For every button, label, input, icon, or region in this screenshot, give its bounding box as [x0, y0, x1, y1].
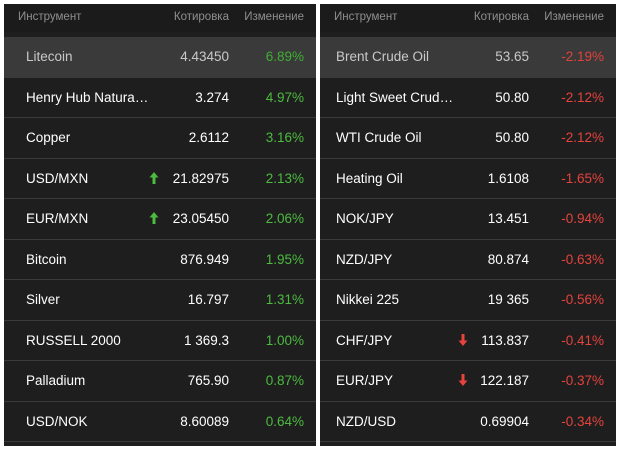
change-value: 1.95% — [265, 251, 304, 267]
header-change[interactable]: Изменение — [544, 11, 604, 23]
table-row[interactable]: Copper 2.6112 3.16% — [4, 118, 316, 159]
header-change[interactable]: Изменение — [244, 11, 304, 23]
change-value: -0.63% — [561, 251, 604, 267]
change-value: 1.00% — [265, 332, 304, 348]
quote-value: 50.80 — [495, 89, 529, 105]
quote-value: 3.274 — [195, 89, 229, 105]
change-value: 4.97% — [265, 89, 304, 105]
change-value: -0.37% — [561, 373, 604, 388]
instrument-name[interactable]: Palladium — [26, 373, 86, 388]
table-row[interactable]: CHF/JPY 113.837 -0.41% — [320, 321, 616, 361]
quote-value: 4.43450 — [180, 49, 229, 64]
table-row[interactable]: USD/MXN 21.82975 2.13% — [4, 159, 316, 199]
instrument-name[interactable]: Henry Hub Natural Gas — [26, 89, 151, 105]
instrument-name[interactable]: Brent Crude Oil — [336, 49, 430, 64]
header-quote[interactable]: Котировка — [473, 11, 529, 23]
losers-panel: Инструмент Котировка Изменение Brent Cru… — [320, 4, 616, 446]
quote-value: 80.874 — [487, 251, 529, 267]
instrument-name[interactable]: NZD/JPY — [336, 251, 393, 267]
quote-value: 113.837 — [481, 332, 529, 348]
change-value: -2.12% — [561, 89, 604, 105]
instrument-name[interactable]: CHF/JPY — [336, 332, 393, 348]
table-row[interactable]: EUR/JPY 122.187 -0.37% — [320, 361, 616, 402]
header-quote[interactable]: Котировка — [173, 11, 229, 23]
instrument-name[interactable]: Litecoin — [26, 49, 73, 64]
table-row[interactable]: Bitcoin 876.949 1.95% — [4, 240, 316, 280]
instrument-name[interactable]: EUR/JPY — [336, 373, 394, 388]
gainers-list: Litecoin 4.43450 6.89% Henry Hub Natural Ga… — [4, 37, 316, 442]
instrument-name[interactable]: Nikkei 225 — [336, 292, 400, 307]
table-row[interactable]: RUSSELL 2000 1 369.3 1.00% — [4, 321, 316, 361]
change-value: 2.06% — [265, 211, 304, 226]
table-row[interactable]: WTI Crude Oil 50.80 -2.12% — [320, 118, 616, 159]
losers-list: Brent Crude Oil 53.65 -2.19% Light Sweet Cr… — [320, 37, 616, 442]
change-value: 0.87% — [265, 373, 304, 388]
change-value: 6.89% — [265, 49, 304, 64]
table-header: Инструмент Котировка Изменение — [320, 4, 616, 32]
change-value: 2.13% — [265, 170, 304, 186]
quote-value: 21.82975 — [172, 170, 229, 186]
quote-value: 122.187 — [480, 373, 529, 388]
table-row[interactable]: Brent Crude Oil 53.65 -2.19% — [320, 37, 616, 78]
instrument-name[interactable]: NOK/JPY — [336, 211, 394, 226]
quote-value: 23.05450 — [172, 211, 229, 226]
quote-value: 0.69904 — [480, 413, 529, 429]
quote-value: 53.65 — [495, 49, 529, 64]
arrow-down-icon — [458, 373, 468, 387]
change-value: -0.34% — [561, 413, 604, 429]
table-row[interactable]: Nikkei 225 19 365 -0.56% — [320, 280, 616, 321]
header-instrument[interactable]: Инструмент — [18, 11, 82, 23]
arrow-down-icon — [458, 333, 468, 347]
change-value: -0.41% — [561, 332, 604, 348]
table-row[interactable]: Palladium 765.90 0.87% — [4, 361, 316, 402]
instrument-name[interactable]: RUSSELL 2000 — [26, 332, 121, 348]
change-value: 3.16% — [265, 130, 304, 145]
quote-value: 50.80 — [495, 130, 529, 145]
instrument-name[interactable]: USD/MXN — [26, 170, 89, 186]
table-row[interactable]: NZD/JPY 80.874 -0.63% — [320, 240, 616, 280]
change-value: -1.65% — [561, 170, 604, 186]
instrument-name[interactable]: Heating Oil — [336, 170, 403, 186]
change-value: 1.31% — [265, 292, 304, 307]
quote-value: 2.6112 — [188, 130, 229, 145]
quote-value: 765.90 — [187, 373, 229, 388]
change-value: -0.56% — [561, 292, 604, 307]
change-value: -2.19% — [561, 49, 604, 64]
instrument-name[interactable]: Copper — [26, 130, 71, 145]
gainers-panel: Инструмент Котировка Изменение Litecoin 4… — [4, 4, 316, 446]
quote-value: 16.797 — [187, 292, 229, 307]
table-row[interactable]: USD/NOK 8.60089 0.64% — [4, 402, 316, 442]
table-row[interactable]: Heating Oil 1.6108 -1.65% — [320, 159, 616, 199]
change-value: -2.12% — [561, 130, 604, 145]
table-row[interactable]: Litecoin 4.43450 6.89% — [4, 37, 316, 78]
instrument-name[interactable]: WTI Crude Oil — [336, 130, 422, 145]
quote-value: 13.451 — [487, 211, 529, 226]
table-row[interactable]: NZD/USD 0.69904 -0.34% — [320, 402, 616, 442]
quote-value: 1.6108 — [487, 170, 529, 186]
table-row[interactable]: Light Sweet Crude Oil 50.80 -2.12% — [320, 78, 616, 118]
table-row[interactable]: NOK/JPY 13.451 -0.94% — [320, 199, 616, 240]
instrument-name[interactable]: Light Sweet Crude Oil — [336, 89, 454, 105]
instrument-name[interactable]: USD/NOK — [26, 413, 88, 429]
change-value: 0.64% — [265, 413, 304, 429]
table-row[interactable]: Silver 16.797 1.31% — [4, 280, 316, 321]
header-instrument[interactable]: Инструмент — [334, 11, 398, 23]
arrow-up-icon — [149, 171, 159, 185]
table-row[interactable]: Henry Hub Natural Gas 3.274 4.97% — [4, 78, 316, 118]
quote-value: 1 369.3 — [183, 332, 229, 348]
quote-value: 19 365 — [487, 292, 529, 307]
instrument-name[interactable]: NZD/USD — [336, 413, 396, 429]
instrument-name[interactable]: EUR/MXN — [26, 211, 89, 226]
instrument-name[interactable]: Silver — [26, 292, 60, 307]
table-row[interactable]: EUR/MXN 23.05450 2.06% — [4, 199, 316, 240]
quote-value: 876.949 — [180, 251, 229, 267]
instrument-name[interactable]: Bitcoin — [26, 251, 67, 267]
quote-value: 8.60089 — [180, 413, 229, 429]
arrow-up-icon — [149, 211, 159, 225]
change-value: -0.94% — [561, 211, 604, 226]
table-header: Инструмент Котировка Изменение — [4, 4, 316, 32]
